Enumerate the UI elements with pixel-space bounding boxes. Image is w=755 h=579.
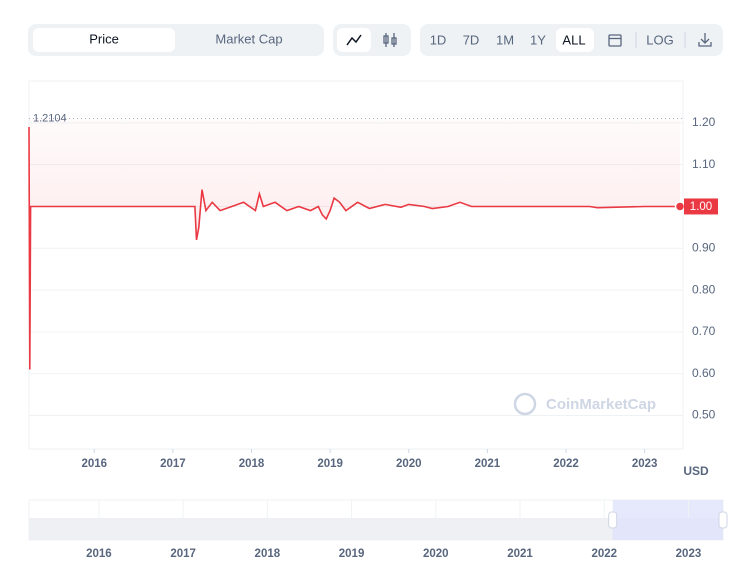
x-tick-label: 2022 (553, 458, 579, 470)
range-button[interactable]: 7D (463, 32, 480, 47)
navigator-tick-label: 2023 (676, 548, 702, 560)
navigator-selection (612, 500, 723, 540)
watermark-logo (513, 392, 537, 416)
tab-selected[interactable] (33, 28, 175, 52)
y-tick-label: 0.60 (692, 366, 716, 380)
range-button[interactable]: 1Y (530, 32, 546, 47)
range-button[interactable]: 1M (496, 32, 514, 47)
navigator-tick-label: 2020 (423, 548, 449, 560)
navigator-tick-label: 2022 (591, 548, 617, 560)
navigator-tick-label: 2018 (255, 548, 281, 560)
range-selected[interactable] (556, 28, 594, 52)
line-icon (346, 34, 362, 46)
range-button[interactable]: 1D (430, 32, 447, 47)
navigator-tick-label: 2021 (507, 548, 533, 560)
area-fill (29, 118, 680, 370)
navigator-tick-label: 2017 (170, 548, 196, 560)
price-tag-label: 1.00 (690, 201, 712, 213)
watermark: CoinMarketCap (546, 396, 656, 413)
y-tick-label: 0.80 (692, 282, 716, 296)
calendar-icon[interactable] (608, 34, 622, 47)
x-tick-label: 2019 (317, 458, 343, 470)
candle-icon[interactable] (383, 33, 397, 47)
navigator-tick-label: 2019 (339, 548, 365, 560)
log-button[interactable]: LOG (646, 32, 673, 47)
tab[interactable]: Price (89, 31, 119, 46)
currency-label: USD (683, 464, 709, 478)
navigator-handle[interactable] (608, 511, 618, 529)
navigator-handle[interactable] (718, 511, 728, 529)
range-button[interactable]: ALL (562, 32, 585, 47)
x-tick-label: 2018 (239, 458, 265, 470)
x-tick-label: 2021 (475, 458, 501, 470)
price-tag (684, 198, 718, 215)
navigator-band (29, 518, 723, 540)
x-tick-label: 2023 (632, 458, 658, 470)
y-tick-label: 0.90 (692, 240, 716, 254)
navigator-tick-label: 2016 (86, 548, 112, 560)
y-tick-label: 1.20 (692, 115, 716, 129)
current-dot (674, 201, 686, 212)
y-tick-label: 1.10 (692, 157, 716, 171)
x-tick-label: 2016 (81, 458, 107, 470)
x-tick-label: 2020 (396, 458, 422, 470)
y-tick-label: 0.70 (692, 324, 716, 338)
y-tick-label: 0.50 (692, 408, 716, 422)
download-icon[interactable] (698, 33, 712, 47)
x-tick-label: 2017 (160, 458, 186, 470)
price-line (28, 126, 680, 370)
tab[interactable]: Market Cap (215, 31, 282, 46)
